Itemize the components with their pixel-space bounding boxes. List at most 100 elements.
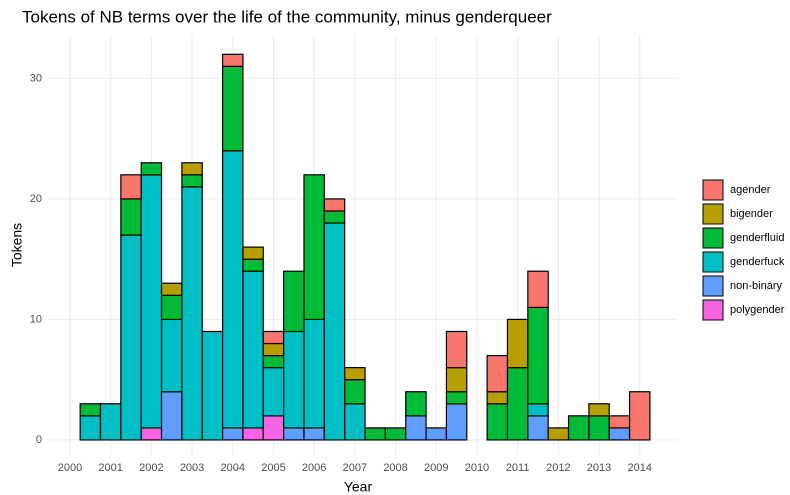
x-tick-label: 2009 <box>424 462 448 474</box>
bar-segment <box>262 342 285 357</box>
bar-segment <box>242 270 264 429</box>
chart-title: Tokens of NB terms over the life of the … <box>22 7 552 26</box>
bar-segment <box>79 415 102 441</box>
bar-segment <box>405 391 427 417</box>
bar-segment <box>283 270 305 333</box>
legend-label: genderfluid <box>730 232 784 244</box>
bar-segment <box>588 415 610 441</box>
bar-segment <box>588 403 610 417</box>
bar-segment <box>160 318 183 393</box>
bar-segment <box>344 403 366 441</box>
bar-segment <box>405 415 427 441</box>
bar-segment <box>221 427 244 441</box>
bar-segment <box>79 403 102 417</box>
bar-segment <box>181 186 203 441</box>
x-tick-label: 2000 <box>58 462 82 474</box>
bar-segment <box>527 270 549 308</box>
bar-segment <box>262 415 285 441</box>
bar-segment <box>527 306 549 405</box>
bar-segment <box>120 198 142 236</box>
legend-swatch <box>702 179 724 201</box>
legend-swatch <box>702 299 724 321</box>
bar-segment <box>160 282 183 296</box>
x-tick-label: 2004 <box>221 462 245 474</box>
bar-segment <box>425 427 448 441</box>
x-tick-label: 2007 <box>343 462 367 474</box>
bar-segment <box>344 367 366 381</box>
legend-label: bigender <box>730 208 773 220</box>
bar-segment <box>608 415 631 429</box>
x-tick-label: 2002 <box>139 462 163 474</box>
bar-segment <box>283 427 305 441</box>
bar-segment <box>120 174 142 200</box>
bar-segment <box>527 403 549 417</box>
bar-segment <box>323 222 346 441</box>
x-axis-label: Year <box>344 479 373 495</box>
bar-segment <box>242 258 264 272</box>
bar-segment <box>140 162 163 176</box>
x-tick-label: 2008 <box>383 462 407 474</box>
y-tick-label: 0 <box>36 434 42 446</box>
legend-swatch <box>702 251 724 273</box>
x-tick-label: 2010 <box>465 462 489 474</box>
bar-segment <box>140 174 163 429</box>
bar-segment <box>262 330 285 345</box>
bar-segment <box>486 403 509 441</box>
legend-label: polygender <box>730 304 785 316</box>
y-axis-label: Tokens <box>9 223 25 267</box>
bar-segment <box>445 391 468 405</box>
bar-segment <box>303 174 325 321</box>
y-tick-label: 10 <box>30 313 42 325</box>
bar-segment <box>486 354 509 393</box>
x-tick-label: 2013 <box>587 462 611 474</box>
bar-segment <box>140 427 163 441</box>
bar-segment <box>445 403 468 441</box>
bar-segment <box>486 391 509 405</box>
bar-segment <box>547 427 570 441</box>
legend-label: non-binary <box>730 280 782 292</box>
y-tick-label: 20 <box>30 193 42 205</box>
bar-segment <box>344 379 366 405</box>
x-tick-label: 2003 <box>180 462 204 474</box>
x-tick-label: 2011 <box>506 462 530 474</box>
bar-segment <box>242 427 264 441</box>
legend-swatch <box>702 227 724 249</box>
bar-segment <box>323 198 346 212</box>
bar-segment <box>160 391 183 441</box>
x-tick-label: 2014 <box>628 462 652 474</box>
bar-segment <box>445 330 468 369</box>
legend-swatch <box>702 275 724 297</box>
bar-segment <box>567 415 590 441</box>
x-tick-label: 2012 <box>546 462 570 474</box>
bar-segment <box>323 210 346 224</box>
bar-segment <box>303 318 325 429</box>
legend-label: agender <box>730 184 771 196</box>
bar-segment <box>201 330 224 441</box>
bar-segment <box>283 330 305 429</box>
y-tick-label: 30 <box>30 72 42 84</box>
bar-segment <box>628 391 651 441</box>
bar-segment <box>221 150 244 429</box>
bar-segment <box>221 65 244 152</box>
bar-segment <box>262 367 285 417</box>
bar-segment <box>384 427 407 441</box>
bar-segment <box>364 427 386 441</box>
bar-segment <box>120 234 142 441</box>
bar-segment <box>445 367 468 393</box>
bar-segment <box>506 367 529 441</box>
bar-segment <box>527 415 549 441</box>
bar-segment <box>181 174 203 188</box>
bar-segment <box>99 403 122 441</box>
x-tick-label: 2006 <box>302 462 326 474</box>
bar-segment <box>181 162 203 176</box>
bar-segment <box>242 246 264 260</box>
x-tick-label: 2001 <box>98 462 122 474</box>
legend-label: genderfuck <box>730 256 785 268</box>
bar-segment <box>160 294 183 321</box>
bar-segment <box>506 318 529 369</box>
bar-segment <box>608 427 631 441</box>
x-tick-label: 2005 <box>261 462 285 474</box>
bar-segment <box>303 427 325 441</box>
bar-segment <box>221 53 244 67</box>
